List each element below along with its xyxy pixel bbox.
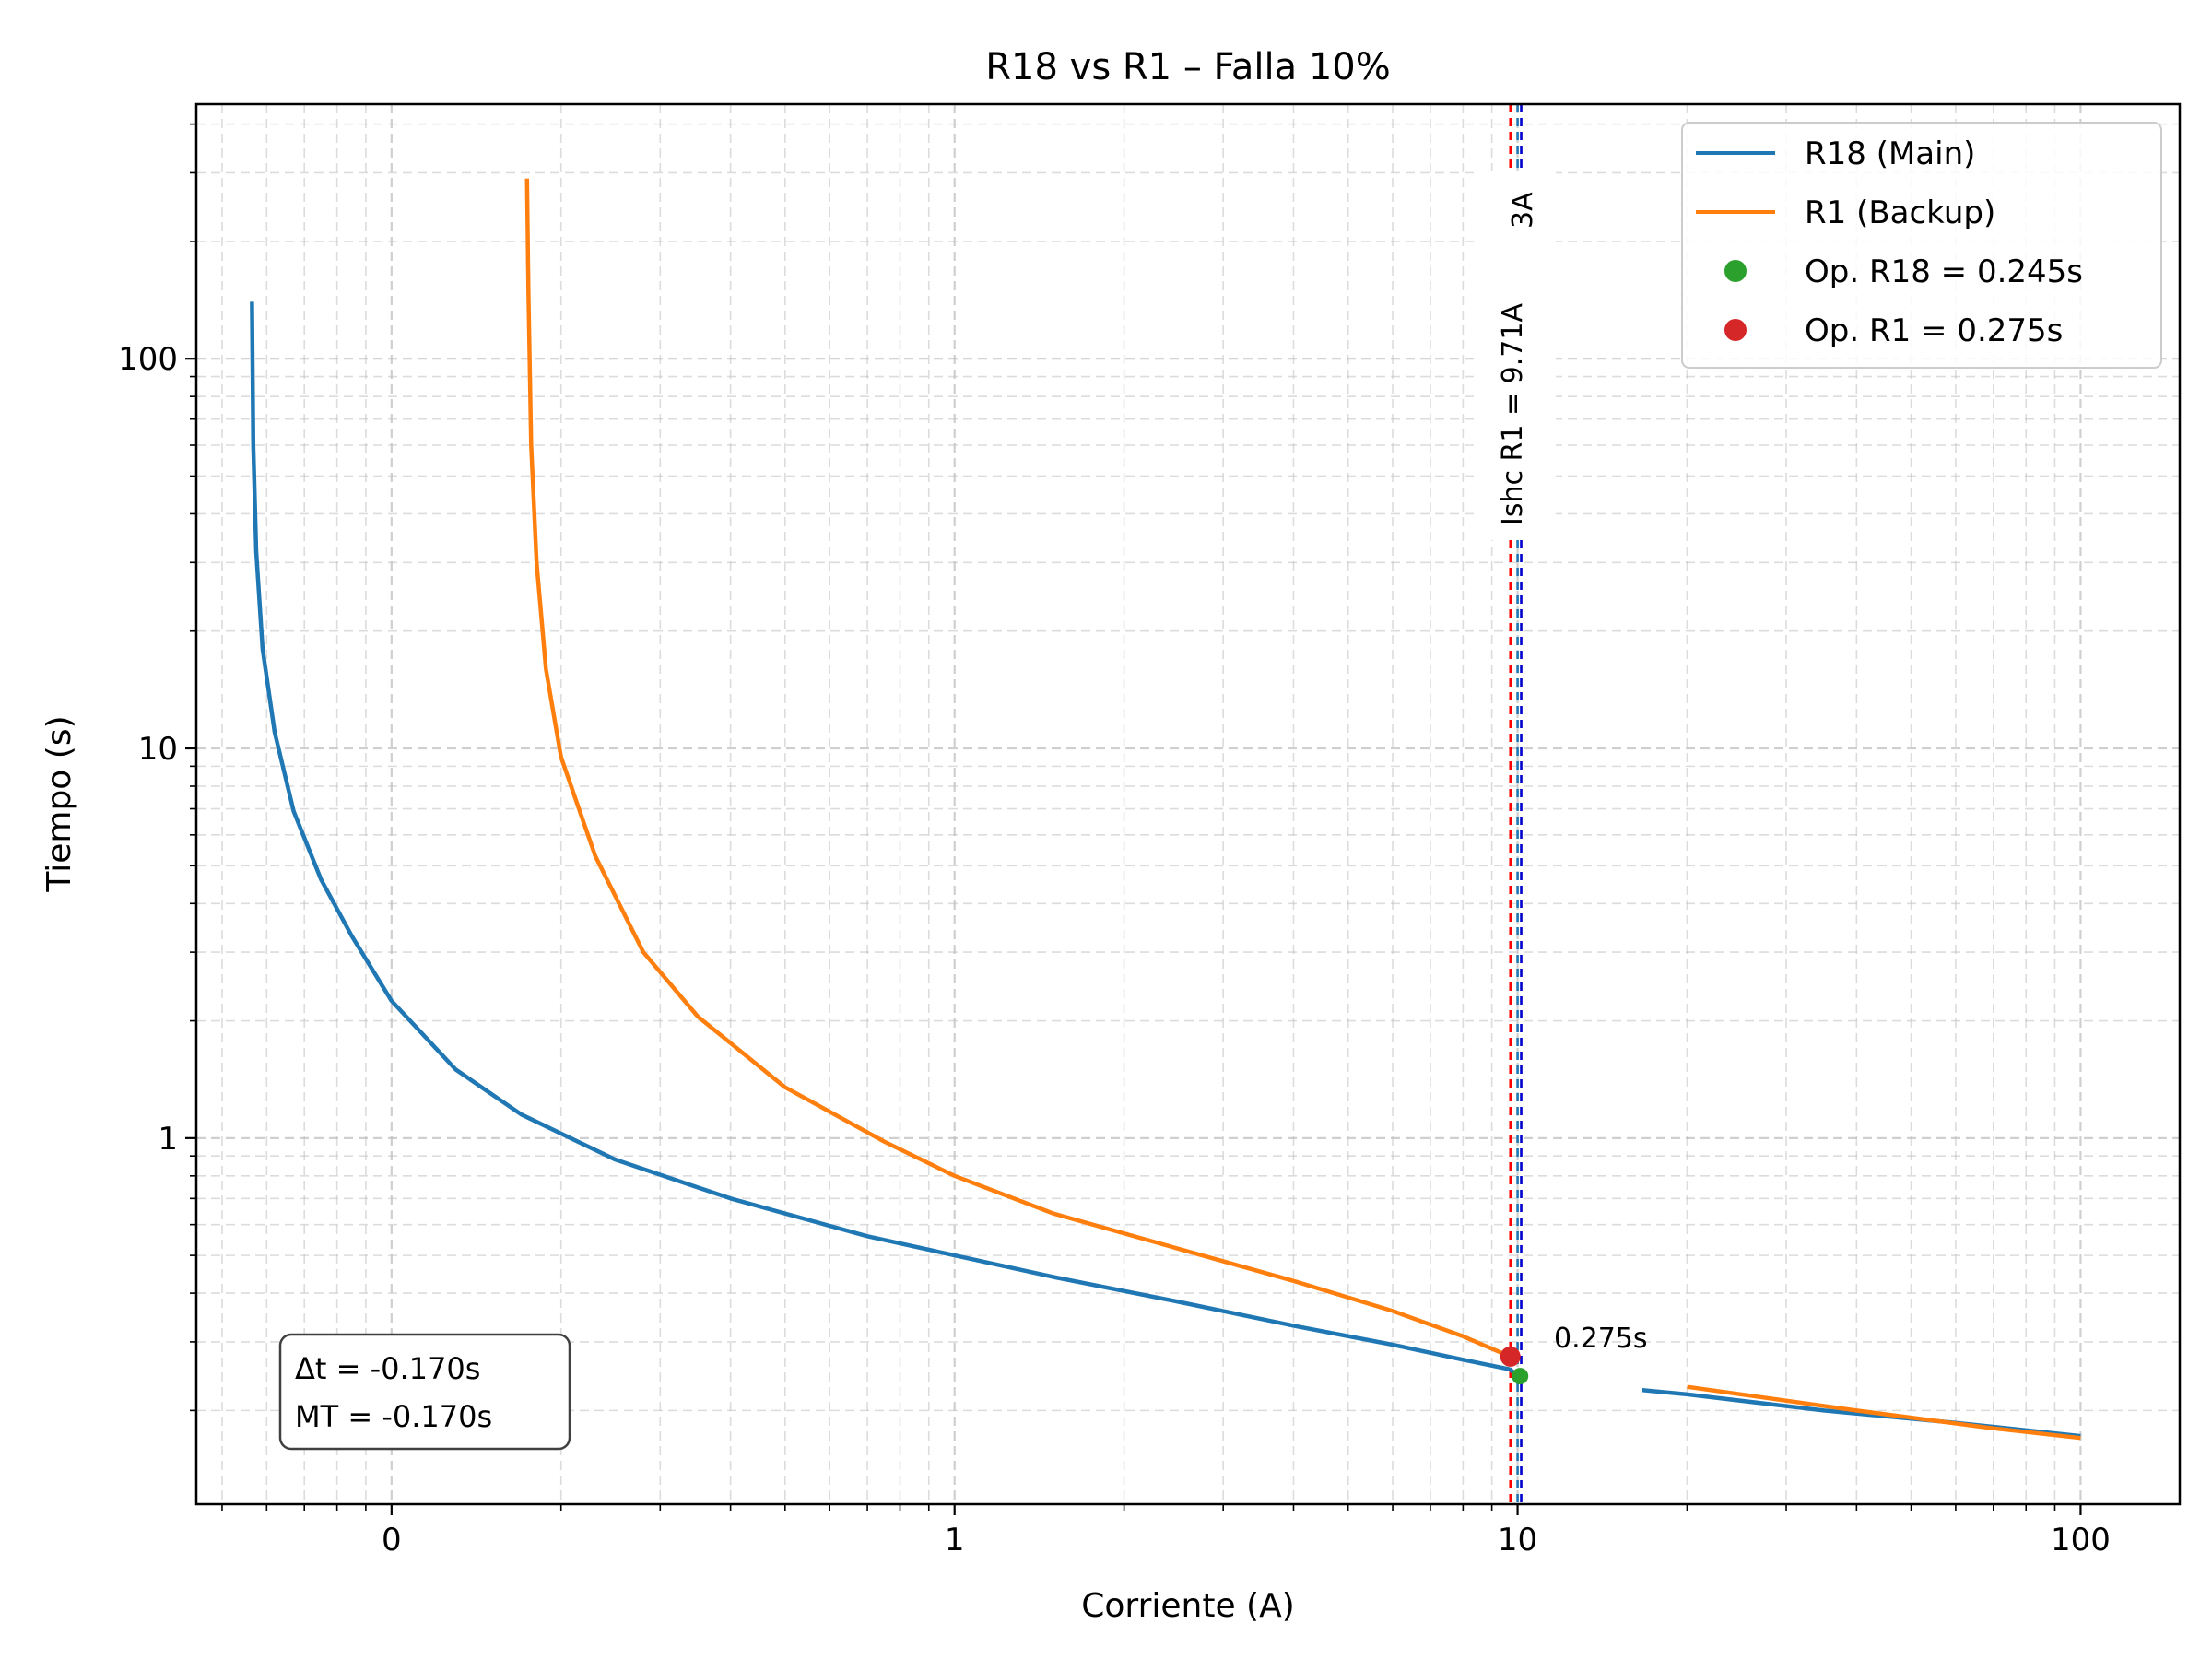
legend-label-r1: R1 (Backup) [1805,194,1995,231]
x-axis-label: Corriente (A) [1081,1587,1295,1625]
legend: R18 (Main) R1 (Backup) Op. R18 = 0.245s … [1681,122,2162,369]
vline-label: Ishc R1 = 9.71A [1497,303,1529,525]
legend-label-r18: R18 (Main) [1805,135,1975,172]
reference-lines [1509,104,1523,1504]
legend-marker-op-r18 [1724,260,1747,282]
y-tick-label: 10 [138,731,178,768]
info-mt: MT = -0.170s [295,1399,492,1434]
op-point-r1 [1500,1346,1521,1367]
x-tick-label: 100 [2051,1522,2111,1559]
point-label: 0.275s [1554,1323,1648,1355]
r18-main-curve [250,301,1520,1378]
legend-label-op-r18: Op. R18 = 0.245s [1805,253,2083,290]
axis-ticks: 0 1 10 100 1 10 100 [118,123,2111,1559]
info-delta-t: Δt = -0.170s [295,1351,480,1386]
r1-backup-curve [524,178,1512,1359]
y-tick-label: 100 [118,341,178,378]
x-tick-label: 10 [1498,1522,1537,1559]
y-axis-label: Tiempo (s) [41,715,78,892]
x-tick-label: 1 [945,1522,965,1559]
y-tick-label: 1 [158,1121,178,1158]
legend-frame [1681,122,2162,369]
info-box [278,1333,571,1451]
grid [196,104,2180,1504]
chart-title: R18 vs R1 – Falla 10% [985,46,1391,88]
op-point-r18 [1512,1368,1529,1385]
operating-points [1500,1346,1529,1385]
vline-label-partial: 3A [1507,192,1539,229]
r1-backup-curve [1687,1384,2081,1441]
point-label-background [1541,1353,1642,1394]
plot-frame [194,102,2182,1506]
curves [250,178,2081,1441]
vline-label-background [1478,171,1556,540]
legend-marker-op-r1 [1724,319,1747,341]
legend-label-op-r1: Op. R1 = 0.275s [1805,312,2063,349]
x-tick-label: 0 [382,1522,402,1559]
